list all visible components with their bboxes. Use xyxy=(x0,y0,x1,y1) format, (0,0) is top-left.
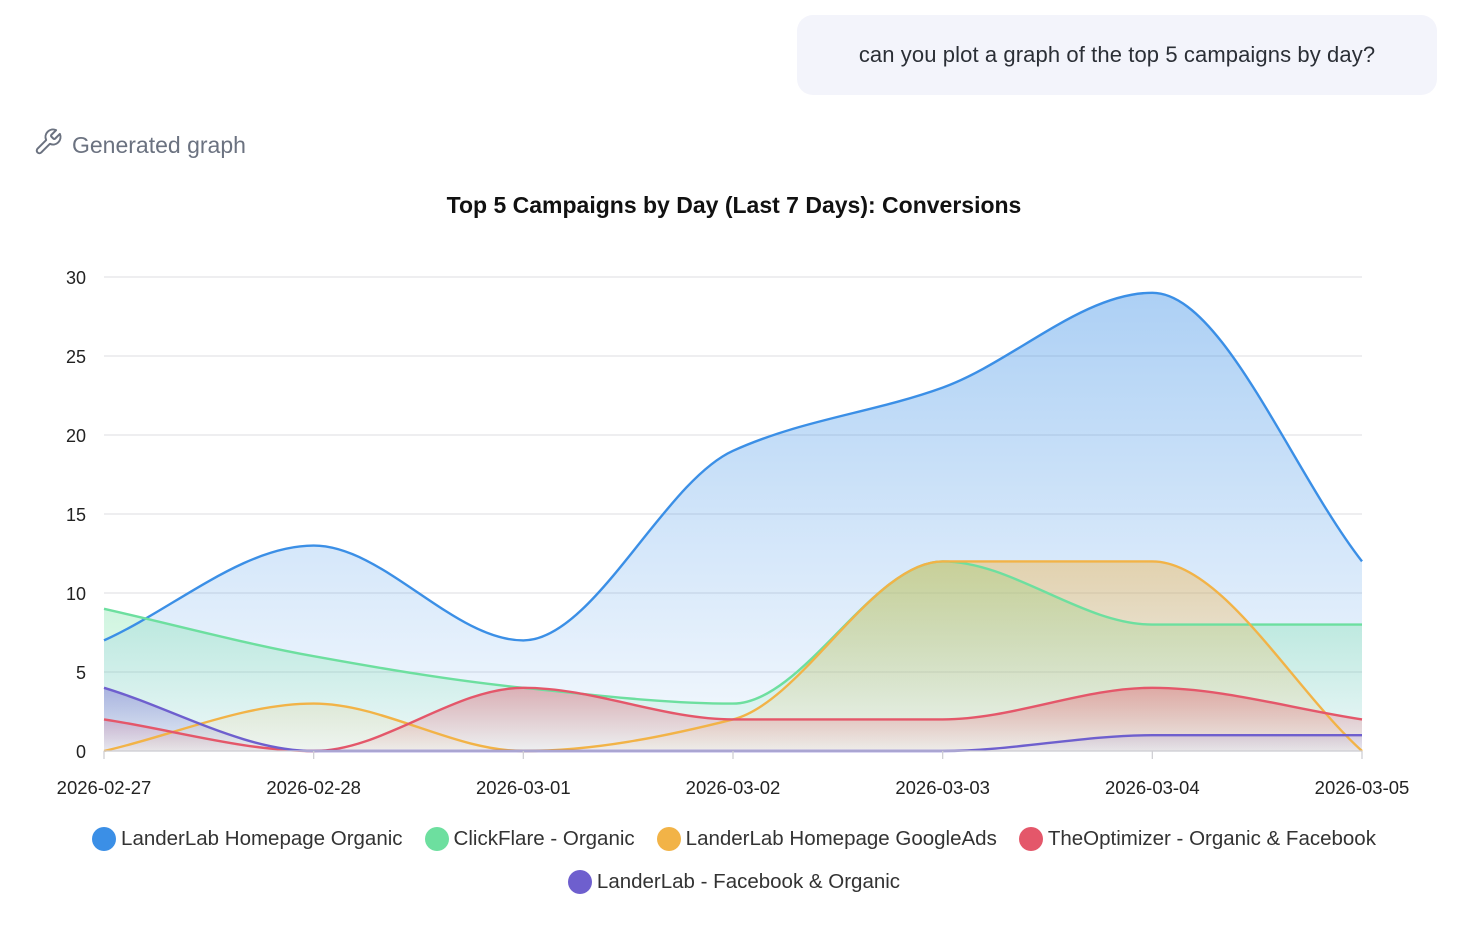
legend-label: LanderLab Homepage GoogleAds xyxy=(685,826,997,850)
y-tick-label: 0 xyxy=(76,742,86,762)
legend-item[interactable]: LanderLab Homepage Organic xyxy=(92,822,403,855)
user-message-text: can you plot a graph of the top 5 campai… xyxy=(858,42,1376,67)
legend-swatch xyxy=(424,826,449,851)
legend-label: TheOptimizer - Organic & Facebook xyxy=(1047,826,1376,850)
y-tick-label: 5 xyxy=(76,663,86,683)
x-tick-label: 2026-03-05 xyxy=(1315,777,1410,798)
legend-item[interactable]: LanderLab Homepage GoogleAds xyxy=(656,822,997,855)
tool-call-text: Generated graph xyxy=(72,131,246,158)
x-tick-label: 2026-03-03 xyxy=(895,777,990,798)
line-chart: 0 5 10 15 20 25 30 2026-02-27 2026-02-28 2026-03-… xyxy=(57,268,1410,798)
legend-label: LanderLab - Facebook & Organic xyxy=(596,869,901,893)
legend-label: ClickFlare - Organic xyxy=(453,826,635,850)
x-tick-label: 2026-03-04 xyxy=(1105,777,1200,798)
x-tick-label: 2026-03-02 xyxy=(686,777,781,798)
legend-swatch xyxy=(1018,826,1043,851)
y-tick-label: 25 xyxy=(66,347,86,367)
chart-legend: LanderLab Homepage Organic ClickFlare - O… xyxy=(0,822,1468,898)
series-line xyxy=(103,560,1362,705)
legend-item[interactable]: ClickFlare - Organic xyxy=(424,822,635,855)
series-area xyxy=(104,687,1362,751)
legend-swatch xyxy=(92,826,117,851)
user-message-bubble: can you plot a graph of the top 5 campai… xyxy=(797,15,1437,95)
x-tick-label: 2026-03-01 xyxy=(476,777,571,798)
series-line xyxy=(103,560,1363,753)
tool-call-label[interactable]: Generated graph xyxy=(33,128,246,162)
x-tick-label: 2026-02-28 xyxy=(266,777,361,798)
y-tick-label: 10 xyxy=(66,584,86,604)
series-line xyxy=(103,291,1363,642)
legend-swatch xyxy=(656,826,681,851)
y-tick-label: 20 xyxy=(66,426,86,446)
y-tick-label: 30 xyxy=(66,268,86,288)
y-tick-label: 15 xyxy=(66,505,86,525)
x-tick-label: 2026-02-27 xyxy=(57,777,152,798)
legend-label: LanderLab Homepage Organic xyxy=(121,826,403,850)
legend-item[interactable]: TheOptimizer - Organic & Facebook xyxy=(1018,822,1376,855)
wrench-icon xyxy=(33,127,63,163)
chart-title: Top 5 Campaigns by Day (Last 7 Days): Co… xyxy=(446,192,1022,218)
legend-item[interactable]: LanderLab - Facebook & Organic xyxy=(567,865,901,898)
legend-swatch xyxy=(567,869,592,894)
